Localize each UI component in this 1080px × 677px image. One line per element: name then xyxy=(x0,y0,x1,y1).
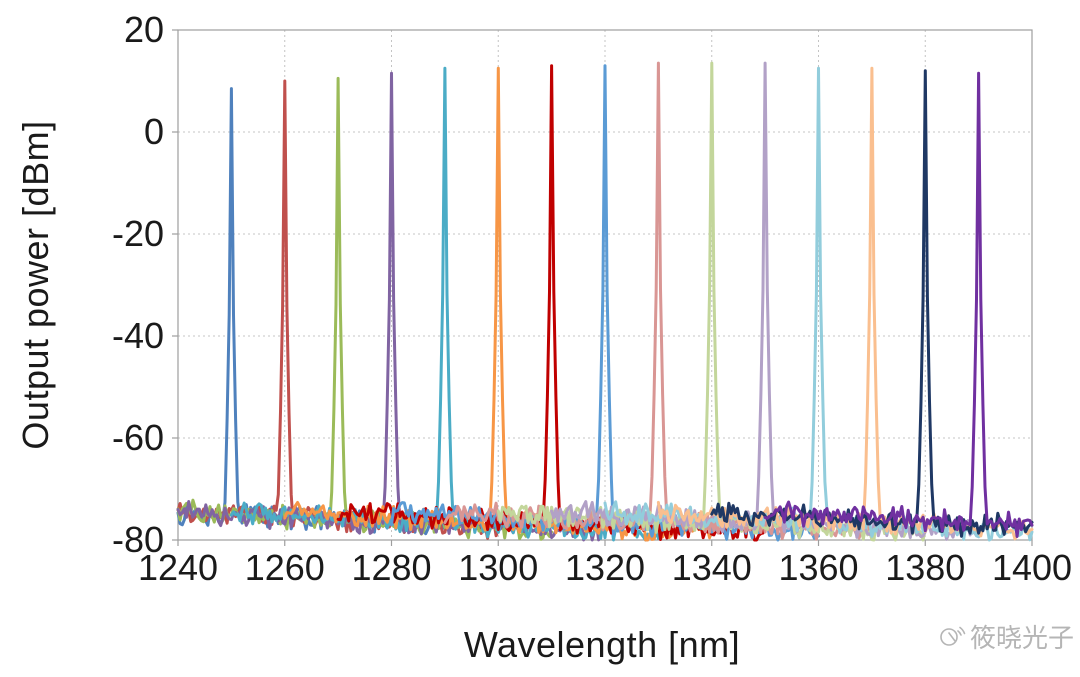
x-axis-title: Wavelength [nm] xyxy=(463,624,741,665)
x-tick-label: 1400 xyxy=(992,547,1072,588)
series-trace-1250 xyxy=(176,87,447,536)
series-trace-1310 xyxy=(336,64,767,542)
x-tick-label: 1300 xyxy=(458,547,538,588)
x-tick-label: 1380 xyxy=(885,547,965,588)
y-tick-label: -60 xyxy=(112,417,164,458)
y-tick-label: -40 xyxy=(112,315,164,356)
y-tick-label: -80 xyxy=(112,519,164,560)
megaphone-logo-icon xyxy=(940,626,966,646)
watermark: 筱晓光子 xyxy=(936,618,1074,655)
series-trace-1290 xyxy=(229,66,660,542)
series-trace-1350 xyxy=(550,61,981,541)
y-tick-label: 0 xyxy=(144,111,164,152)
series-trace-1320 xyxy=(390,64,820,542)
watermark-text: 筱晓光子 xyxy=(969,623,1074,653)
series-trace-1390 xyxy=(763,71,1034,538)
y-axis-title: Output power [dBm] xyxy=(15,120,56,450)
y-tick-label: 20 xyxy=(124,9,164,50)
x-tick-label: 1340 xyxy=(672,547,752,588)
series-trace-1300 xyxy=(283,66,714,542)
x-tick-label: 1320 xyxy=(565,547,645,588)
series-trace-1330 xyxy=(443,61,874,541)
x-tick-label: 1360 xyxy=(778,547,858,588)
x-tick-label: 1240 xyxy=(138,547,218,588)
x-tick-label: 1260 xyxy=(245,547,325,588)
series-trace-1360 xyxy=(603,66,1034,542)
y-tick-label: -20 xyxy=(112,213,164,254)
x-tick-label: 1280 xyxy=(351,547,431,588)
